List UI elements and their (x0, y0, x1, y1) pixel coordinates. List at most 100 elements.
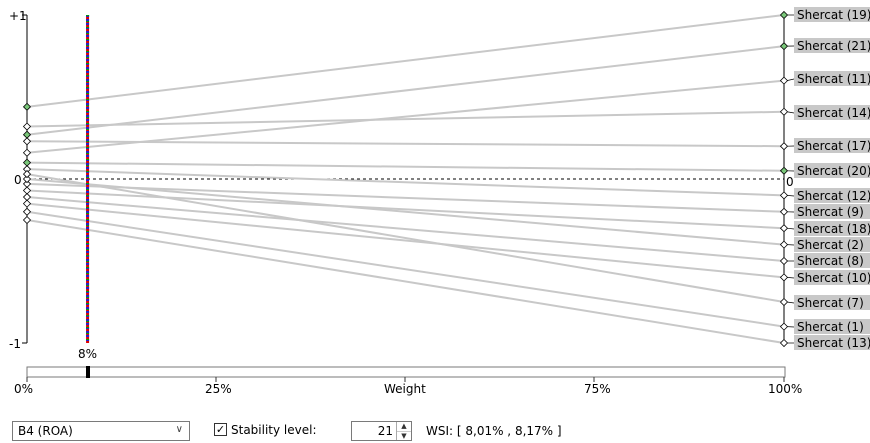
weight-slider-thumb[interactable] (86, 366, 90, 378)
right-node-icon (779, 224, 789, 233)
x-tick-label-0: 0% (14, 382, 33, 396)
criterion-select[interactable]: B4 (ROA) ∨ (12, 421, 190, 441)
left-node-icon (22, 158, 32, 167)
series-label: Shercat (13) (797, 336, 870, 350)
label-leader (786, 227, 795, 230)
label-box (794, 237, 870, 252)
series-labels: Shercat (19) Shercat (21) Shercat (11) Sher… (786, 7, 870, 350)
left-node-icon (22, 137, 32, 146)
series-line (26, 110, 785, 128)
y-axis-right-zero-label: 0 (786, 175, 794, 189)
series-line (26, 45, 785, 136)
left-node-icon (22, 174, 32, 184)
series-line (26, 168, 785, 197)
label-leader (786, 301, 795, 304)
right-node-icon (779, 338, 789, 348)
left-node-icon (22, 102, 32, 111)
chevron-down-icon[interactable]: ∨ (175, 424, 183, 435)
label-box (794, 295, 870, 310)
series-label: Shercat (20) (797, 164, 870, 178)
label-box (794, 204, 870, 219)
right-node-icon (779, 42, 789, 51)
criterion-select-value: B4 (ROA) (18, 424, 73, 438)
left-node-icon (22, 130, 32, 139)
series-line (26, 219, 785, 344)
stepper-down-icon[interactable]: ▼ (401, 432, 407, 440)
right-node-icon (779, 256, 789, 266)
right-node-icon (779, 207, 789, 216)
right-node-icon (779, 322, 789, 331)
stability-checkbox[interactable]: ✓ (214, 423, 227, 436)
series-line (26, 140, 785, 148)
label-leader (786, 111, 795, 114)
right-node-icon (779, 273, 789, 282)
series-label: Shercat (14) (797, 106, 870, 120)
series-label: Shercat (9) (797, 205, 864, 219)
stability-level-stepper[interactable]: 21 ▲ ▼ (351, 421, 412, 441)
control-bar: B4 (ROA) ∨ ✓ Stability level: 21 ▲ ▼ WSI… (0, 418, 870, 443)
y-axis-top-label: +1 (9, 9, 27, 23)
label-leader (786, 195, 795, 197)
x-axis-label: Weight (384, 382, 426, 396)
label-leader (786, 277, 795, 279)
series-line (26, 182, 785, 213)
label-leader (786, 78, 795, 81)
weight-slider-track[interactable] (26, 366, 786, 378)
label-box (794, 105, 870, 120)
label-box (794, 38, 870, 53)
series-line (26, 173, 785, 303)
label-box (794, 138, 870, 153)
right-node-icon (779, 107, 789, 116)
left-node-icon (22, 199, 32, 208)
series-label: Shercat (17) (797, 139, 870, 153)
series-label: Shercat (8) (797, 254, 864, 268)
sensitivity-plot: Shercat (19) Shercat (21) Shercat (11) Sher… (9, 7, 870, 396)
series-label: Shercat (11) (797, 72, 870, 86)
stepper-buttons: ▲ ▼ (396, 422, 411, 440)
series-line (26, 202, 785, 279)
right-node-icon (779, 240, 789, 249)
wsi-readout: WSI: [ 8,01% , 8,17% ] (426, 424, 562, 438)
series-label: Shercat (10) (797, 271, 870, 285)
label-box (794, 270, 870, 285)
series-line (26, 196, 785, 262)
left-node-icon (22, 192, 32, 202)
series-line (26, 178, 785, 246)
label-box (794, 7, 870, 22)
series-label: Shercat (12) (797, 189, 870, 203)
right-node-icon (779, 166, 789, 175)
right-node-icon (779, 191, 789, 200)
stepper-up-icon[interactable]: ▲ (397, 422, 411, 432)
series-label: Shercat (21) (797, 39, 870, 53)
label-box (794, 71, 870, 86)
series-line (26, 14, 785, 108)
label-box (794, 335, 870, 350)
right-node-icon (779, 10, 789, 20)
left-node-icon (22, 148, 32, 157)
right-node-icon (779, 142, 789, 151)
series-label: Shercat (1) (797, 320, 864, 334)
x-tick-label-25: 25% (205, 382, 232, 396)
label-box (794, 163, 870, 178)
left-node-icon (22, 122, 32, 131)
label-box (794, 319, 870, 334)
left-node-icon (22, 207, 32, 216)
x-tick-label-100: 100% (768, 382, 802, 396)
series-line (26, 79, 785, 154)
left-node-icon (22, 215, 32, 225)
weight-marker-label: 8% (78, 347, 97, 361)
y-axis-zero-label: 0 (14, 173, 22, 187)
stability-level-label: Stability level: (231, 423, 317, 437)
y-axis-bottom-label: -1 (9, 337, 21, 351)
left-node-icon (22, 170, 32, 179)
left-node-icon (22, 186, 32, 195)
series-line (26, 210, 785, 328)
series-label: Shercat (7) (797, 296, 864, 310)
series-lines (26, 14, 785, 344)
right-node-icon (779, 76, 789, 85)
series-line (26, 189, 785, 230)
series-line (26, 161, 785, 172)
series-label: Shercat (2) (797, 238, 864, 252)
stability-level-value: 21 (377, 424, 393, 438)
label-box (794, 221, 870, 236)
